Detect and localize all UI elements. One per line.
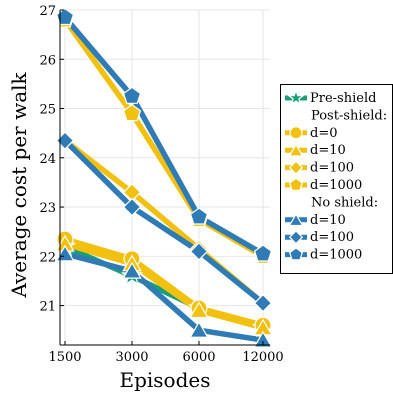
series-line bbox=[62, 241, 266, 331]
series-line bbox=[62, 251, 266, 343]
legend-label: No shield: bbox=[311, 195, 378, 210]
x-tick-label: 3000 bbox=[115, 350, 148, 365]
data-point bbox=[122, 197, 142, 217]
y-tick-label: 25 bbox=[39, 103, 56, 118]
legend-label: d=0 bbox=[310, 126, 338, 141]
legend-marker bbox=[288, 143, 304, 157]
data-point bbox=[189, 207, 209, 225]
y-tick-label: 26 bbox=[39, 53, 56, 68]
y-tick-label: 21 bbox=[39, 300, 56, 315]
data-point bbox=[55, 244, 75, 262]
y-tick-label: 24 bbox=[39, 152, 56, 167]
legend-marker bbox=[288, 160, 304, 175]
series-line bbox=[62, 137, 266, 306]
axes: 21 22 23 24 25 26 27 1500 3000 6000 12000 bbox=[39, 4, 283, 365]
legend-marker bbox=[288, 177, 304, 191]
data-point bbox=[189, 321, 209, 338]
data-point bbox=[55, 7, 75, 26]
legend-label: Pre-shield bbox=[310, 91, 376, 106]
y-tick-label: 22 bbox=[39, 250, 56, 265]
legend-marker bbox=[288, 213, 304, 227]
legend-box bbox=[280, 84, 393, 274]
x-axis-label: Episodes bbox=[119, 368, 210, 392]
data-point bbox=[253, 293, 273, 313]
x-tick-label: 6000 bbox=[182, 350, 215, 365]
legend-marker bbox=[287, 88, 305, 106]
series-markers bbox=[53, 7, 275, 348]
y-tick-label: 23 bbox=[39, 201, 56, 216]
data-point bbox=[253, 244, 273, 262]
data-point bbox=[122, 261, 142, 279]
data-point bbox=[253, 330, 273, 348]
data-point bbox=[55, 131, 75, 150]
series-line bbox=[62, 14, 266, 257]
legend-label: Post-shield: bbox=[311, 108, 387, 123]
legend-label: d=10 bbox=[310, 213, 346, 228]
legend-marker bbox=[288, 230, 304, 245]
series-lines bbox=[62, 14, 266, 343]
x-tick-label: 1500 bbox=[48, 350, 81, 365]
y-tick-label: 27 bbox=[39, 4, 56, 19]
legend-label: d=10 bbox=[310, 143, 346, 158]
data-point bbox=[122, 103, 142, 122]
data-point bbox=[189, 242, 209, 261]
data-point bbox=[189, 301, 209, 319]
legend-label: d=100 bbox=[310, 230, 354, 245]
legend-label: d=1000 bbox=[310, 248, 362, 263]
legend-label: d=100 bbox=[310, 161, 354, 176]
legend-marker bbox=[288, 247, 304, 261]
data-point bbox=[122, 86, 142, 104]
legend: Pre-shield Post-shield: d=0 d=10 d=100 d=1000… bbox=[280, 84, 393, 274]
legend-label: d=1000 bbox=[310, 178, 362, 193]
y-axis-label: Average cost per walk bbox=[7, 71, 31, 298]
x-tick-label: 12000 bbox=[242, 350, 283, 365]
legend-marker bbox=[289, 126, 303, 140]
